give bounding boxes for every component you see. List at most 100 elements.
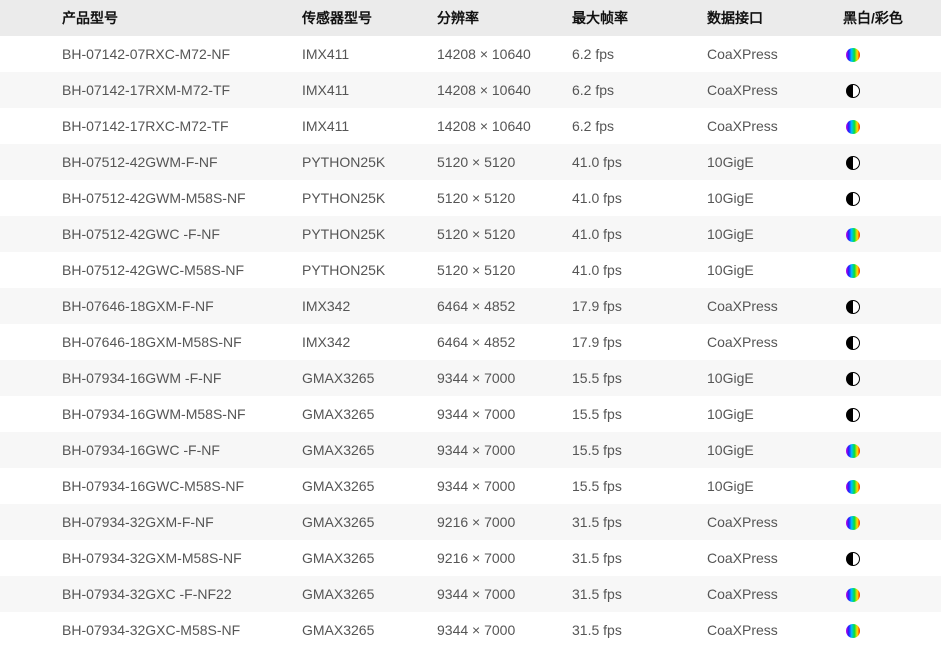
cell-fps: 15.5 fps (572, 478, 622, 494)
mono-sensor-icon (846, 336, 860, 351)
cell-sensor: IMX411 (302, 118, 350, 134)
cell-color-type (843, 360, 941, 396)
cell-color-type (843, 324, 941, 360)
cell-sensor: PYTHON25K (302, 190, 386, 206)
table-row: BH-07934-16GWC -F-NF GMAX3265 9344 × 7000 1… (0, 432, 941, 468)
cell-fps: 6.2 fps (572, 46, 615, 62)
header-resolution: 分辨率 (437, 0, 572, 36)
color-sensor-icon (846, 444, 860, 459)
cell-sensor: PYTHON25K (302, 144, 437, 180)
cell-resolution: 6464 × 4852 (437, 334, 516, 350)
cell-interface: CoaXPress (707, 504, 843, 540)
cell-resolution: 9216 × 7000 (437, 550, 516, 566)
table-row: BH-07646-18GXM-F-NF IMX342 6464 × 4852 17.9… (0, 288, 941, 324)
cell-interface: CoaXPress (707, 118, 778, 134)
cell-color-type (843, 216, 941, 252)
cell-color-type (843, 252, 941, 288)
cell-sensor: GMAX3265 (302, 622, 375, 638)
cell-resolution: 6464 × 4852 (437, 288, 572, 324)
table-row: BH-07142-07RXC-M72-NF IMX411 14208 × 10640… (0, 36, 941, 72)
table-row: BH-07934-32GXC -F-NF22 GMAX3265 9344 × 700… (0, 576, 941, 612)
cell-color-type (843, 72, 941, 108)
cell-sensor: GMAX3265 (302, 504, 437, 540)
color-sensor-icon (846, 120, 860, 135)
cell-fps: 17.9 fps (572, 334, 622, 350)
header-model: 产品型号 (0, 0, 302, 36)
cell-model: BH-07142-07RXC-M72-NF (62, 46, 231, 62)
header-fps: 最大帧率 (572, 0, 707, 36)
cell-model: BH-07934-32GXM-M58S-NF (62, 550, 242, 566)
table-row: BH-07512-42GWC -F-NF PYTHON25K 5120 × 5120… (0, 216, 941, 252)
cell-resolution: 9344 × 7000 (437, 406, 516, 422)
cell-resolution: 14208 × 10640 (437, 72, 572, 108)
cell-fps: 31.5 fps (572, 622, 622, 638)
cell-fps: 6.2 fps (572, 72, 707, 108)
cell-model: BH-07934-16GWC -F-NF (0, 432, 302, 468)
color-sensor-icon (846, 228, 860, 243)
cell-resolution: 9344 × 7000 (437, 576, 572, 612)
cell-interface: CoaXPress (707, 288, 843, 324)
table-row: BH-07934-16GWM-M58S-NF GMAX3265 9344 × 700… (0, 396, 941, 432)
cell-interface: CoaXPress (707, 576, 843, 612)
cell-fps: 15.5 fps (572, 432, 707, 468)
cell-color-type (843, 576, 941, 612)
cell-interface: 10GigE (707, 360, 843, 396)
cell-model: BH-07512-42GWM-F-NF (0, 144, 302, 180)
cell-color-type (843, 36, 941, 72)
cell-sensor: GMAX3265 (302, 550, 375, 566)
color-sensor-icon (846, 480, 860, 495)
cell-color-type (843, 468, 941, 504)
table-row: BH-07934-32GXC-M58S-NF GMAX3265 9344 × 700… (0, 612, 941, 648)
cell-interface: 10GigE (707, 432, 843, 468)
cell-resolution: 9344 × 7000 (437, 478, 516, 494)
cell-resolution: 5120 × 5120 (437, 190, 516, 206)
cell-color-type (843, 396, 941, 432)
cell-color-type (843, 540, 941, 576)
mono-sensor-icon (846, 552, 860, 567)
cell-interface: 10GigE (707, 216, 843, 252)
cell-color-type (843, 288, 941, 324)
table-row: BH-07142-17RXC-M72-TF IMX411 14208 × 10640… (0, 108, 941, 144)
table-row: BH-07934-16GWC-M58S-NF GMAX3265 9344 × 700… (0, 468, 941, 504)
cell-model: BH-07646-18GXM-F-NF (0, 288, 302, 324)
table-row: BH-07934-32GXM-M58S-NF GMAX3265 9216 × 700… (0, 540, 941, 576)
cell-color-type (843, 108, 941, 144)
cell-interface: 10GigE (707, 190, 754, 206)
cell-model: BH-07646-18GXM-M58S-NF (62, 334, 242, 350)
mono-sensor-icon (846, 300, 860, 315)
cell-fps: 15.5 fps (572, 406, 622, 422)
cell-model: BH-07934-32GXC-M58S-NF (62, 622, 241, 638)
cell-fps: 41.0 fps (572, 216, 707, 252)
cell-interface: CoaXPress (707, 550, 778, 566)
mono-sensor-icon (846, 192, 860, 207)
cell-resolution: 14208 × 10640 (437, 46, 531, 62)
cell-interface: 10GigE (707, 144, 843, 180)
cell-model: BH-07142-17RXM-M72-TF (0, 72, 302, 108)
cell-color-type (843, 144, 941, 180)
cell-model: BH-07934-16GWC-M58S-NF (62, 478, 245, 494)
cell-sensor: GMAX3265 (302, 576, 437, 612)
cell-sensor: GMAX3265 (302, 432, 437, 468)
header-interface: 数据接口 (707, 0, 843, 36)
cell-fps: 31.5 fps (572, 576, 707, 612)
table-row: BH-07142-17RXM-M72-TF IMX411 14208 × 10640… (0, 72, 941, 108)
color-sensor-icon (846, 624, 860, 639)
cell-model: BH-07934-16GWM -F-NF (0, 360, 302, 396)
cell-sensor: IMX342 (302, 334, 351, 350)
cell-resolution: 5120 × 5120 (437, 144, 572, 180)
cell-resolution: 5120 × 5120 (437, 216, 572, 252)
cell-sensor: PYTHON25K (302, 216, 437, 252)
cell-model: BH-07934-32GXM-F-NF (0, 504, 302, 540)
cell-color-type (843, 432, 941, 468)
cell-fps: 6.2 fps (572, 118, 615, 134)
cell-resolution: 5120 × 5120 (437, 262, 516, 278)
mono-sensor-icon (846, 156, 860, 171)
color-sensor-icon (846, 588, 860, 603)
header-color-type: 黑白/彩色 (843, 0, 941, 36)
cell-interface: CoaXPress (707, 622, 778, 638)
mono-sensor-icon (846, 84, 860, 99)
cell-fps: 41.0 fps (572, 144, 707, 180)
cell-sensor: GMAX3265 (302, 478, 375, 494)
cell-fps: 31.5 fps (572, 550, 622, 566)
cell-model: BH-07512-42GWC-M58S-NF (62, 262, 245, 278)
